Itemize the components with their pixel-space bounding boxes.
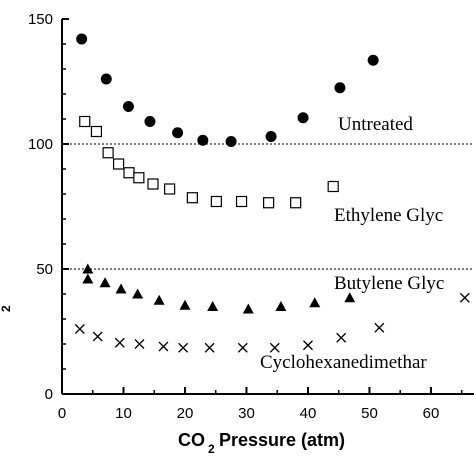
axes: 0 50 100 150 0 10 20 30 40 50 60 [28, 11, 474, 422]
data-point-cross [374, 322, 385, 333]
data-point-triangle [242, 303, 254, 314]
series-filled-circle [76, 33, 379, 147]
data-point-triangle [275, 301, 287, 311]
data-point-triangle [99, 277, 111, 288]
data-point-triangle [179, 299, 191, 310]
data-point-circle [122, 101, 134, 112]
data-point-cross [459, 292, 470, 303]
series-labels: Untreated Ethylene Glyc Butylene Glyc Cy… [260, 114, 444, 373]
data-point-triangle [207, 301, 219, 311]
data-point-triangle [132, 288, 144, 299]
data-point-circle [172, 127, 184, 139]
series-label-untreated: Untreated [338, 114, 413, 135]
series-filled-triangle [82, 263, 356, 314]
y-tick-label: 0 [45, 386, 53, 403]
data-point-square [147, 178, 159, 190]
data-point-cross [158, 341, 169, 352]
x-axis-title-main: CO [178, 430, 205, 450]
data-point-square [290, 197, 302, 209]
series-label-cyclohexanedimethanol: Cyclohexanedimethar [260, 352, 427, 373]
x-axis-title-rest: Pressure (atm) [214, 430, 345, 450]
data-point-circle [367, 54, 379, 66]
x-axis-title: CO 2 Pressure (atm) [178, 430, 345, 456]
data-point-square [79, 115, 91, 128]
y-axis-title-fragment: 2 [0, 305, 13, 312]
y-tick-label: 50 [36, 261, 53, 278]
data-point-cross [204, 342, 215, 353]
data-point-cross [178, 342, 189, 353]
x-tick-label: 30 [238, 405, 255, 422]
x-axis-title-subscript: 2 [208, 442, 215, 456]
data-point-cross [134, 339, 145, 349]
data-point-triangle [309, 297, 321, 308]
data-point-circle [334, 82, 346, 94]
data-series [74, 33, 470, 353]
data-point-square [90, 125, 103, 138]
data-point-cross [303, 340, 313, 351]
data-point-square [210, 195, 222, 208]
data-point-square [186, 192, 198, 204]
series-cross [74, 292, 470, 353]
data-point-circle [197, 134, 209, 146]
y-tick-label: 150 [28, 11, 53, 28]
data-point-triangle [153, 294, 165, 305]
data-point-triangle [115, 283, 127, 294]
y-tick-label: 100 [28, 136, 53, 153]
data-point-circle [100, 73, 112, 85]
series-label-butylene-glycol: Butylene Glyc [334, 273, 444, 294]
data-point-circle [144, 116, 156, 127]
data-point-triangle [344, 292, 356, 303]
data-point-cross [237, 342, 248, 353]
series-open-square [79, 115, 339, 209]
reference-lines [62, 143, 474, 270]
data-point-square [235, 195, 248, 208]
series-label-ethylene-glycol: Ethylene Glyc [334, 205, 443, 226]
data-point-square [164, 183, 176, 195]
data-point-circle [297, 112, 309, 124]
x-tick-label: 50 [361, 405, 378, 422]
data-point-square [123, 167, 135, 179]
data-point-cross [74, 324, 85, 334]
data-point-square [327, 180, 339, 193]
x-tick-label: 20 [177, 405, 194, 422]
data-point-circle [76, 33, 88, 45]
x-tick-label: 60 [423, 405, 440, 422]
x-tick-label: 40 [300, 405, 317, 422]
x-tick-label: 0 [58, 405, 66, 422]
data-point-cross [336, 332, 347, 343]
data-point-cross [114, 337, 125, 348]
data-point-square [102, 147, 114, 159]
x-tick-label: 10 [115, 405, 132, 422]
data-point-cross [269, 342, 280, 353]
data-point-cross [92, 331, 103, 342]
data-point-square [133, 172, 145, 184]
data-point-square [112, 158, 125, 170]
data-point-triangle [82, 273, 94, 284]
data-point-circle [265, 131, 277, 142]
data-point-square [263, 197, 275, 209]
data-point-triangle [82, 263, 94, 274]
data-point-circle [225, 136, 237, 147]
